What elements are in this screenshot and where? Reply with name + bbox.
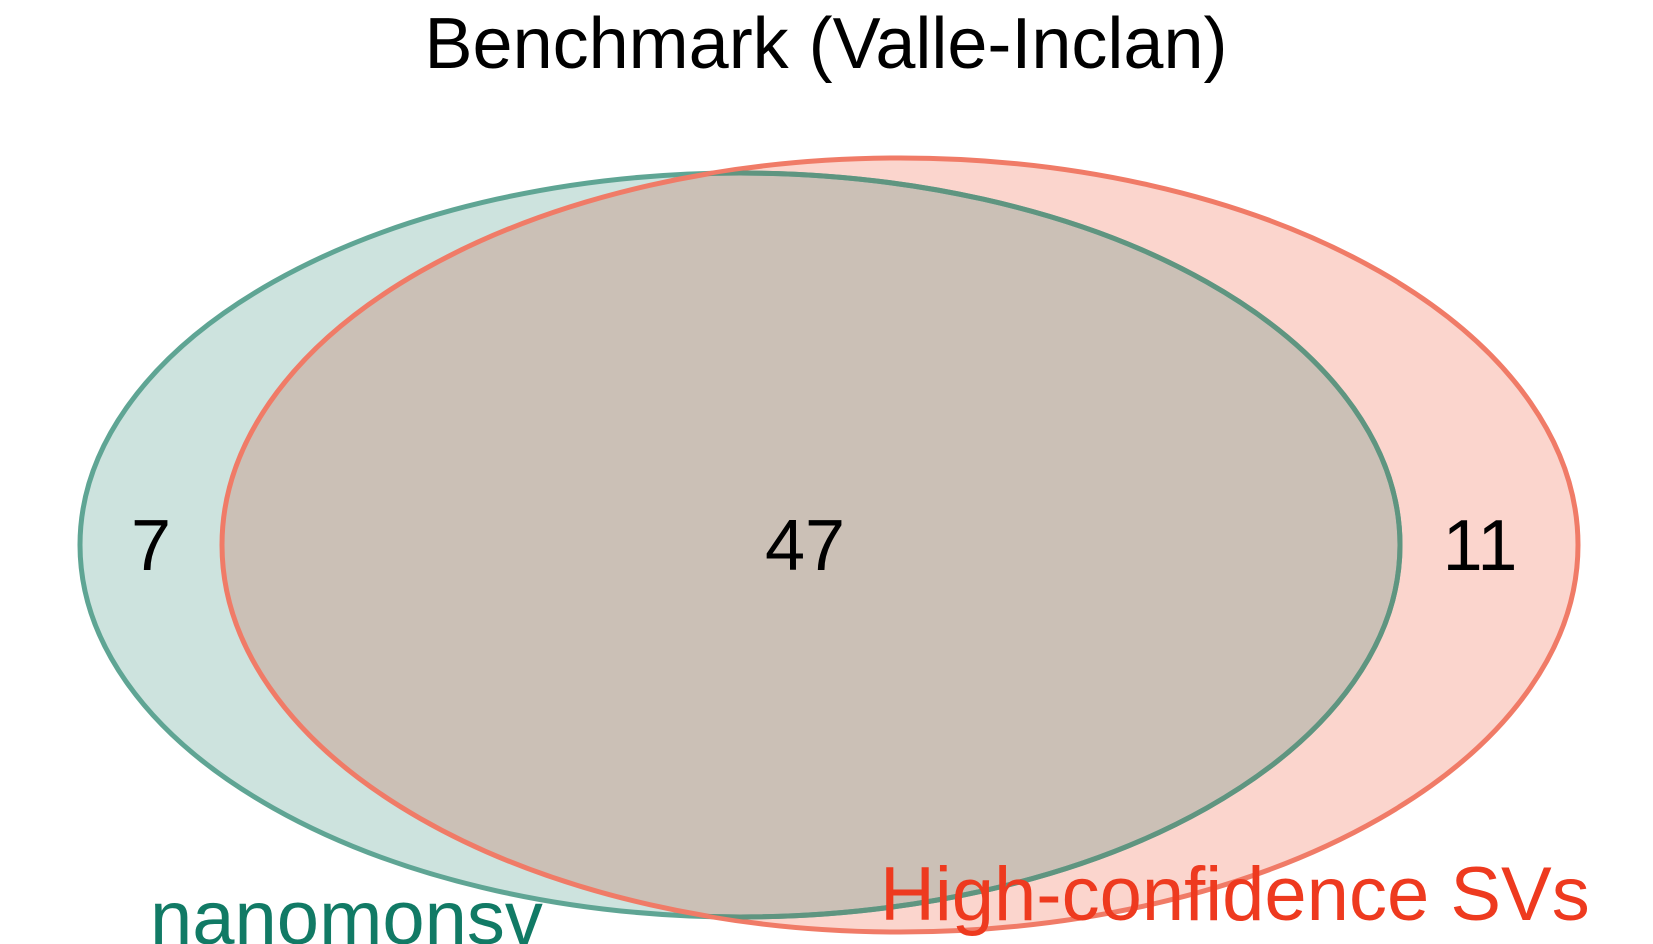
set-nanomonsv-inner-outline: [224, 170, 1403, 920]
count-both: 47: [765, 506, 845, 586]
set-high-confidence-outline: [219, 155, 1581, 935]
diagram-title: Benchmark (Valle-Inclan): [425, 4, 1228, 84]
count-only-nanomonsv: 7: [131, 506, 171, 586]
overlap-region: [222, 173, 1400, 917]
set-label-high-confidence: High-confidence SVs: [880, 852, 1590, 937]
count-only-high-confidence: 11: [1443, 506, 1518, 586]
set-label-nanomonsv: nanomonsv: [150, 876, 543, 944]
